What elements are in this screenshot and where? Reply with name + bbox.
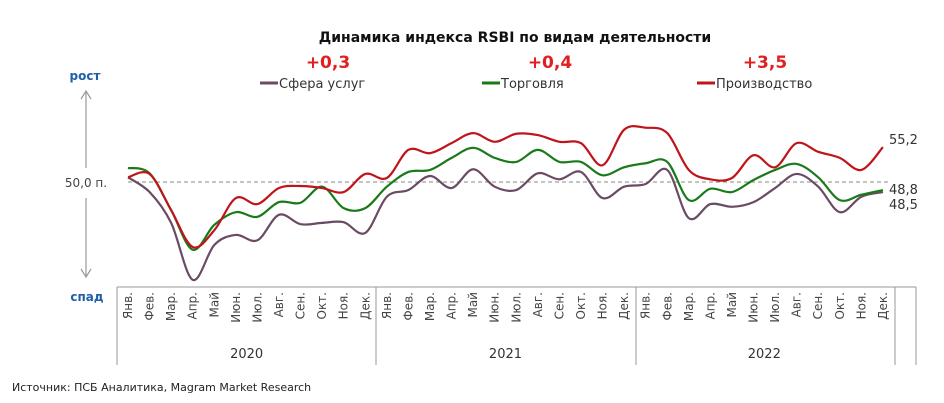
x-tick-label: Июн. [488, 292, 502, 323]
x-tick-label: Июл. [768, 292, 782, 323]
chart-title: Динамика индекса RSBI по видам деятельно… [319, 30, 711, 46]
series-line [127, 167, 884, 281]
x-axis: Янв. Фев. Мар. Апр. Май Июн. Июл. Авг. Сен. Окт. Н… [116, 286, 917, 365]
x-tick-label: Авг. [531, 292, 545, 317]
year-label: 2021 [489, 347, 522, 362]
end-value-label: 48,8 [889, 183, 918, 198]
x-tick-label: Мар. [164, 292, 178, 321]
x-tick-label: Дек. [876, 292, 890, 320]
legend-label: Торговля [500, 77, 564, 92]
x-tick-label: Фев. [401, 292, 415, 321]
x-tick-label: Июл. [509, 292, 523, 323]
x-tick-label: Июн. [229, 292, 243, 323]
series-line [127, 146, 884, 251]
x-tick-label: Апр. [186, 292, 200, 320]
x-tick-label: Июн. [747, 292, 761, 323]
delta-value: +3,5 [743, 53, 787, 73]
legend: +0,3 Сфера услуг +0,4 Торговля +3,5 Производс… [260, 53, 812, 92]
legend-label: Сфера услуг [279, 77, 365, 92]
x-tick-label: Май [725, 292, 739, 318]
series-line [127, 125, 884, 249]
end-value-label: 48,5 [889, 198, 918, 213]
x-tick-label: Окт. [574, 292, 588, 320]
x-tick-label: Авг. [272, 292, 286, 317]
axis-top-label: рост [70, 69, 101, 83]
delta-value: +0,4 [528, 53, 573, 73]
x-tick-label: Сен. [294, 292, 308, 319]
x-tick-label: Окт. [315, 292, 329, 320]
delta-value: +0,3 [306, 53, 350, 73]
x-tick-label: Июл. [250, 292, 264, 323]
x-tick-label: Сен. [811, 292, 825, 319]
up-arrow-icon [80, 89, 92, 168]
x-tick-label: Ноя. [854, 292, 868, 319]
axis-bottom-label: спад [70, 290, 104, 304]
x-tick-label: Сен. [552, 292, 566, 319]
end-value-label: 55,2 [889, 133, 918, 148]
year-label: 2020 [230, 347, 263, 362]
x-tick-label: Мар. [423, 292, 437, 321]
x-tick-label: Ноя. [337, 292, 351, 319]
x-tick-label: Янв. [380, 292, 394, 319]
x-tick-label: Ноя. [596, 292, 610, 319]
x-tick-label: Фев. [143, 292, 157, 321]
x-tick-label: Окт. [833, 292, 847, 320]
x-tick-label: Май [207, 292, 221, 318]
legend-label: Производство [716, 77, 812, 92]
x-tick-label: Апр. [703, 292, 717, 320]
x-tick-label: Май [466, 292, 480, 318]
x-tick-label: Дек. [617, 292, 631, 320]
x-tick-label: Янв. [639, 292, 653, 319]
x-tick-label: Дек. [358, 292, 372, 320]
x-tick-label: Фев. [660, 292, 674, 321]
year-label: 2022 [748, 347, 781, 362]
baseline-label: 50,0 п. [65, 176, 107, 190]
x-tick-label: Апр. [445, 292, 459, 320]
x-tick-label: Янв. [121, 292, 135, 319]
x-tick-label: Авг. [790, 292, 804, 317]
down-arrow-icon [80, 198, 92, 279]
source-note: Источник: ПСБ Аналитика, Magram Market R… [12, 381, 311, 394]
x-tick-label: Мар. [682, 292, 696, 321]
